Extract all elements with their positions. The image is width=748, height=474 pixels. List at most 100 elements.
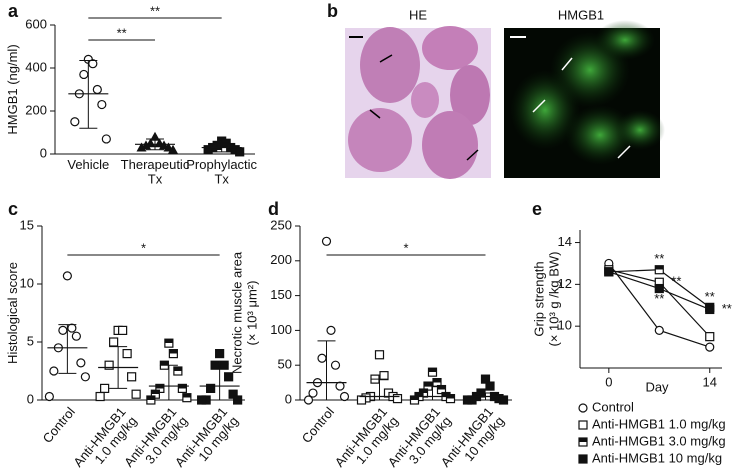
legend-label: Anti-HMGB1 3.0 mg/kg bbox=[592, 433, 726, 448]
point bbox=[70, 117, 80, 127]
y-tick-label: 600 bbox=[25, 16, 47, 31]
point bbox=[49, 366, 59, 376]
legend-marker bbox=[578, 437, 588, 447]
point bbox=[235, 147, 245, 157]
y-axis-label-line: Necrotic muscle area bbox=[230, 251, 245, 374]
point bbox=[206, 383, 216, 393]
point bbox=[705, 304, 715, 315]
error-bar bbox=[212, 142, 231, 153]
y-axis-label: HMGB1 (ng/ml) bbox=[5, 44, 20, 134]
x-tick-label-line: Control bbox=[40, 404, 78, 446]
y-tick-label: 0 bbox=[27, 391, 34, 406]
point bbox=[705, 342, 715, 352]
point bbox=[92, 84, 102, 95]
point bbox=[177, 383, 187, 393]
point bbox=[654, 325, 664, 335]
point bbox=[445, 394, 456, 404]
point bbox=[109, 337, 119, 347]
y-tick-label: 14 bbox=[558, 234, 572, 249]
y-axis-label-line: Histological score bbox=[5, 262, 20, 364]
point bbox=[705, 332, 715, 342]
point bbox=[101, 134, 111, 144]
point bbox=[197, 395, 207, 405]
y-axis-label: Necrotic muscle area(× 10³ μm²) bbox=[230, 251, 260, 374]
point bbox=[498, 395, 509, 405]
point bbox=[317, 353, 327, 363]
point bbox=[326, 325, 336, 335]
point bbox=[79, 69, 89, 80]
point bbox=[146, 395, 156, 405]
point bbox=[173, 366, 183, 376]
point bbox=[485, 381, 495, 391]
hmgb1-image bbox=[504, 20, 665, 178]
point bbox=[97, 99, 107, 110]
point bbox=[321, 236, 332, 246]
legend-marker bbox=[578, 454, 588, 464]
error-bar bbox=[146, 138, 164, 151]
x-tick-label-line: Therapeutic bbox=[121, 157, 190, 172]
y-tick-label: 50 bbox=[278, 357, 292, 372]
y-tick-label: 12 bbox=[558, 276, 572, 291]
error-bar bbox=[79, 59, 98, 129]
x-tick-label: Vehicle bbox=[67, 157, 109, 172]
x-tick-label-line: Tx bbox=[148, 172, 163, 187]
point bbox=[122, 349, 132, 359]
point bbox=[604, 267, 614, 277]
point bbox=[104, 360, 114, 370]
error-bar bbox=[210, 363, 229, 401]
y-axis-label-line: HMGB1 (ng/ml) bbox=[5, 44, 20, 134]
significance-label: ** bbox=[671, 274, 681, 289]
significance-label: * bbox=[141, 240, 146, 255]
legend-label: Anti-HMGB1 10 mg/kg bbox=[592, 450, 722, 465]
point bbox=[127, 372, 137, 382]
y-tick-label: 100 bbox=[270, 322, 292, 337]
point bbox=[203, 145, 213, 155]
panel-letter: e bbox=[532, 199, 542, 219]
y-tick-label: 400 bbox=[25, 59, 47, 74]
point bbox=[131, 389, 141, 399]
y-tick-label: 15 bbox=[20, 217, 34, 232]
significance-label: * bbox=[403, 240, 408, 255]
point bbox=[100, 383, 110, 393]
point bbox=[136, 142, 147, 152]
point bbox=[164, 338, 174, 348]
point bbox=[80, 372, 90, 382]
y-axis-label-line: (× 10³ g /kg BW) bbox=[547, 252, 562, 347]
point bbox=[462, 395, 473, 405]
point bbox=[409, 395, 420, 405]
y-axis-label: Histological score bbox=[5, 262, 20, 364]
point bbox=[356, 395, 367, 405]
panel-letter: c bbox=[8, 199, 18, 219]
panel-letter: b bbox=[327, 1, 338, 21]
y-tick-label: 200 bbox=[25, 102, 47, 117]
significance-label: ** bbox=[722, 301, 732, 316]
y-axis-label-line: (× 10³ μm²) bbox=[245, 281, 260, 346]
error-bar bbox=[109, 346, 128, 389]
point bbox=[654, 283, 664, 294]
legend-marker bbox=[578, 420, 588, 430]
error-bar bbox=[58, 324, 77, 374]
x-tick-label: Control bbox=[40, 404, 78, 446]
point bbox=[62, 271, 72, 281]
legend-marker bbox=[578, 403, 588, 413]
y-tick-label: 10 bbox=[558, 318, 572, 333]
x-tick-label: Control bbox=[299, 404, 337, 446]
x-tick-label: 14 bbox=[703, 374, 717, 389]
x-tick-label-line: Tx bbox=[214, 172, 229, 187]
point bbox=[427, 367, 438, 377]
point bbox=[215, 349, 225, 359]
point bbox=[308, 388, 318, 398]
point bbox=[379, 371, 389, 381]
x-tick-label-line: Control bbox=[299, 404, 337, 446]
error-bar bbox=[370, 378, 389, 401]
error-bar bbox=[159, 364, 178, 401]
y-tick-label: 10 bbox=[20, 275, 34, 290]
point bbox=[210, 360, 220, 370]
significance-label: ** bbox=[654, 251, 664, 266]
significance-label: ** bbox=[654, 291, 664, 306]
point bbox=[71, 331, 81, 341]
point bbox=[58, 325, 68, 335]
x-tick-label: Therapeutic Tx bbox=[121, 157, 190, 186]
